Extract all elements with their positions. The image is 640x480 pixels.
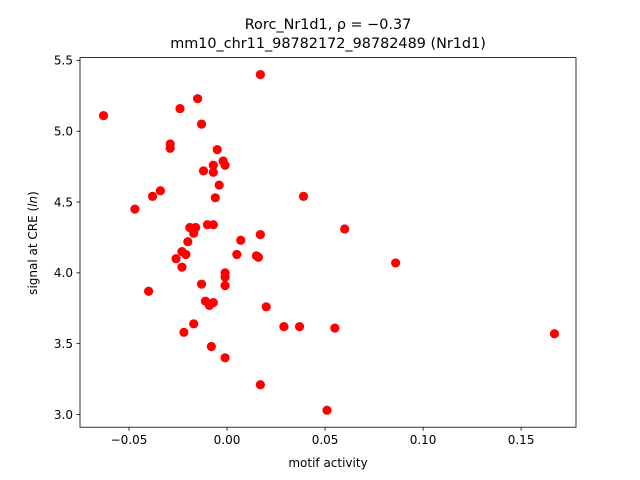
data-point — [130, 204, 140, 214]
data-point — [220, 280, 230, 291]
data-point — [193, 94, 203, 104]
data-point — [340, 224, 350, 234]
data-point — [210, 193, 220, 203]
y-axis-label-suffix: ) — [26, 191, 40, 196]
data-point — [220, 353, 230, 363]
y-axis-label-prefix: signal at CRE ( — [26, 207, 40, 295]
data-point — [330, 323, 340, 333]
x-axis-ticks: −0.05 0.00 0.05 0.10 0.15 — [111, 427, 535, 447]
data-point — [179, 327, 189, 337]
chart-title-rho: ρ = −0.37 — [337, 17, 411, 33]
data-point — [147, 191, 158, 201]
x-tick-label: −0.05 — [111, 433, 148, 447]
data-point — [155, 186, 165, 196]
chart-subtitle: mm10_chr11_98782172_98782489 (Nr1d1) — [170, 36, 486, 52]
data-point — [196, 279, 207, 289]
data-point — [255, 380, 265, 390]
y-axis-label-italic: ln — [26, 196, 40, 207]
data-point — [181, 249, 191, 260]
data-point — [198, 166, 209, 176]
x-tick-label: 0.10 — [410, 433, 437, 447]
data-point — [208, 160, 218, 170]
data-point — [208, 167, 218, 177]
y-tick-label: 3.0 — [54, 408, 73, 422]
plot-area: −0.05 0.00 0.05 0.10 0.15 3.0 3.5 4.0 4.5 5.0 5.5 — [54, 54, 577, 447]
x-tick-label: 0.00 — [214, 433, 241, 447]
data-point — [294, 322, 305, 332]
data-point — [214, 180, 224, 190]
data-point — [549, 329, 560, 339]
y-axis-ticks: 3.0 3.5 4.0 4.5 5.0 5.5 — [54, 54, 80, 422]
chart-title: Rorc_Nr1d1, ρ = −0.37 — [245, 17, 412, 33]
data-point — [232, 249, 242, 260]
data-point — [204, 300, 214, 311]
data-point — [144, 286, 154, 296]
data-point — [183, 237, 193, 247]
chart-title-prefix: Rorc_Nr1d1, — [245, 17, 337, 33]
data-point — [298, 191, 309, 201]
data-point — [261, 302, 271, 312]
data-point — [220, 160, 230, 170]
axes-frame — [79, 57, 577, 428]
data-point — [255, 230, 265, 240]
x-tick-label: 0.05 — [312, 433, 339, 447]
data-point — [391, 258, 401, 268]
y-tick-label: 4.0 — [54, 266, 73, 280]
y-tick-label: 4.5 — [54, 195, 73, 209]
data-point — [212, 145, 222, 155]
data-point — [253, 252, 264, 262]
data-point — [196, 119, 207, 129]
data-point — [189, 228, 199, 238]
y-axis-label: signal at CRE (ln) — [26, 191, 40, 295]
y-tick-label: 3.5 — [54, 337, 73, 351]
y-tick-label: 5.5 — [54, 54, 73, 68]
data-point — [279, 322, 289, 332]
data-points — [98, 69, 560, 415]
data-point — [98, 111, 109, 121]
data-point — [206, 341, 216, 352]
data-point — [171, 254, 181, 264]
x-axis-label: motif activity — [288, 456, 367, 470]
data-point — [208, 220, 218, 230]
data-point — [255, 69, 265, 80]
data-point — [236, 235, 246, 245]
data-point — [177, 262, 187, 272]
data-point — [189, 319, 199, 329]
data-point — [175, 103, 185, 114]
y-tick-label: 5.0 — [54, 125, 73, 139]
data-point — [165, 143, 175, 153]
data-point — [220, 272, 230, 282]
x-tick-label: 0.15 — [508, 433, 535, 447]
data-point — [322, 405, 332, 415]
